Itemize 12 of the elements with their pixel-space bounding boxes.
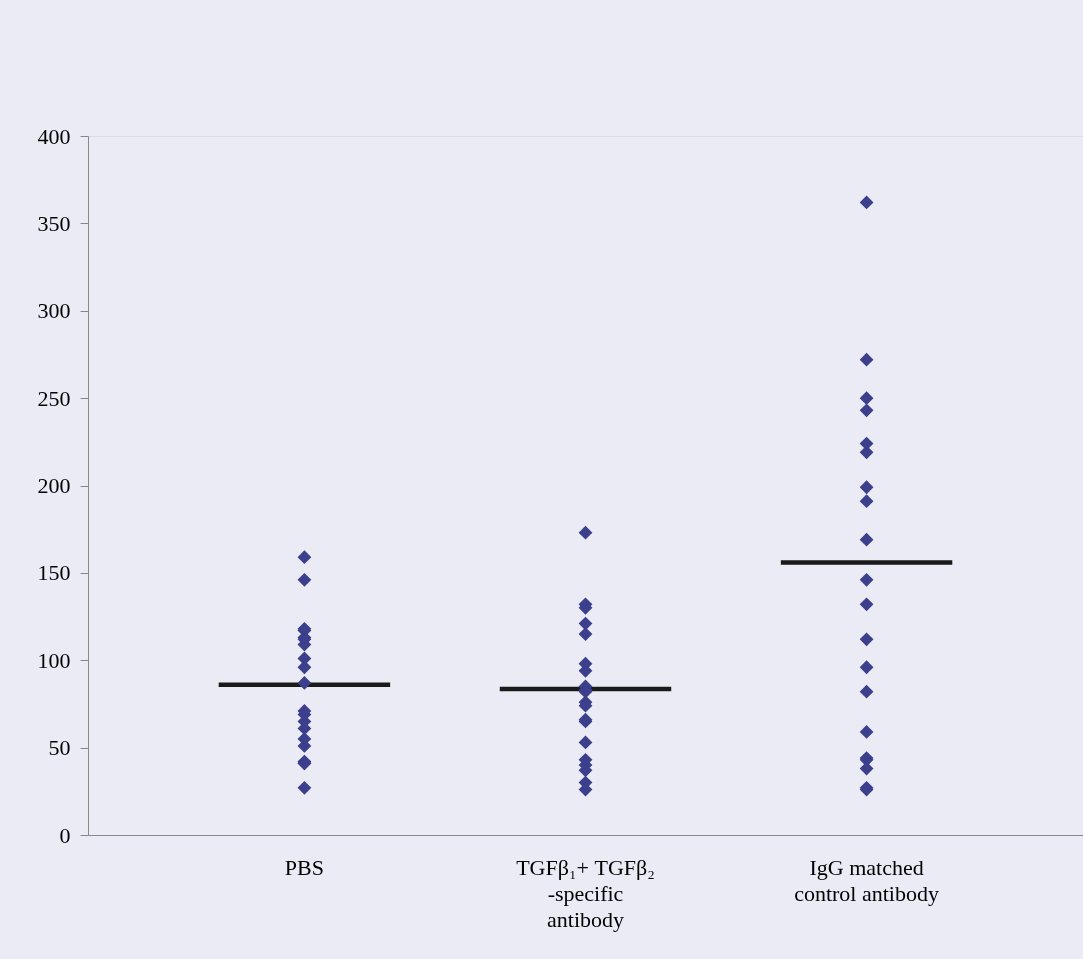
y-tick-label: 50 bbox=[48, 735, 71, 761]
y-tick-label: 200 bbox=[37, 473, 71, 498]
y-tick-label: 350 bbox=[37, 210, 71, 236]
y-tick-label: 150 bbox=[37, 560, 71, 586]
x-tick-label: TGFβ₁+ TGFβ₂ -specific antibody bbox=[516, 854, 655, 932]
y-tick-label: 0 bbox=[59, 822, 71, 848]
y-tick-label: 250 bbox=[37, 385, 71, 411]
x-tick-label: PBS bbox=[284, 854, 324, 880]
y-tick-label: 400 bbox=[37, 123, 71, 149]
y-tick-label: 100 bbox=[37, 647, 71, 673]
x-tick-label: IgG matched control antibody bbox=[794, 854, 939, 906]
y-tick-label: 300 bbox=[37, 298, 71, 324]
